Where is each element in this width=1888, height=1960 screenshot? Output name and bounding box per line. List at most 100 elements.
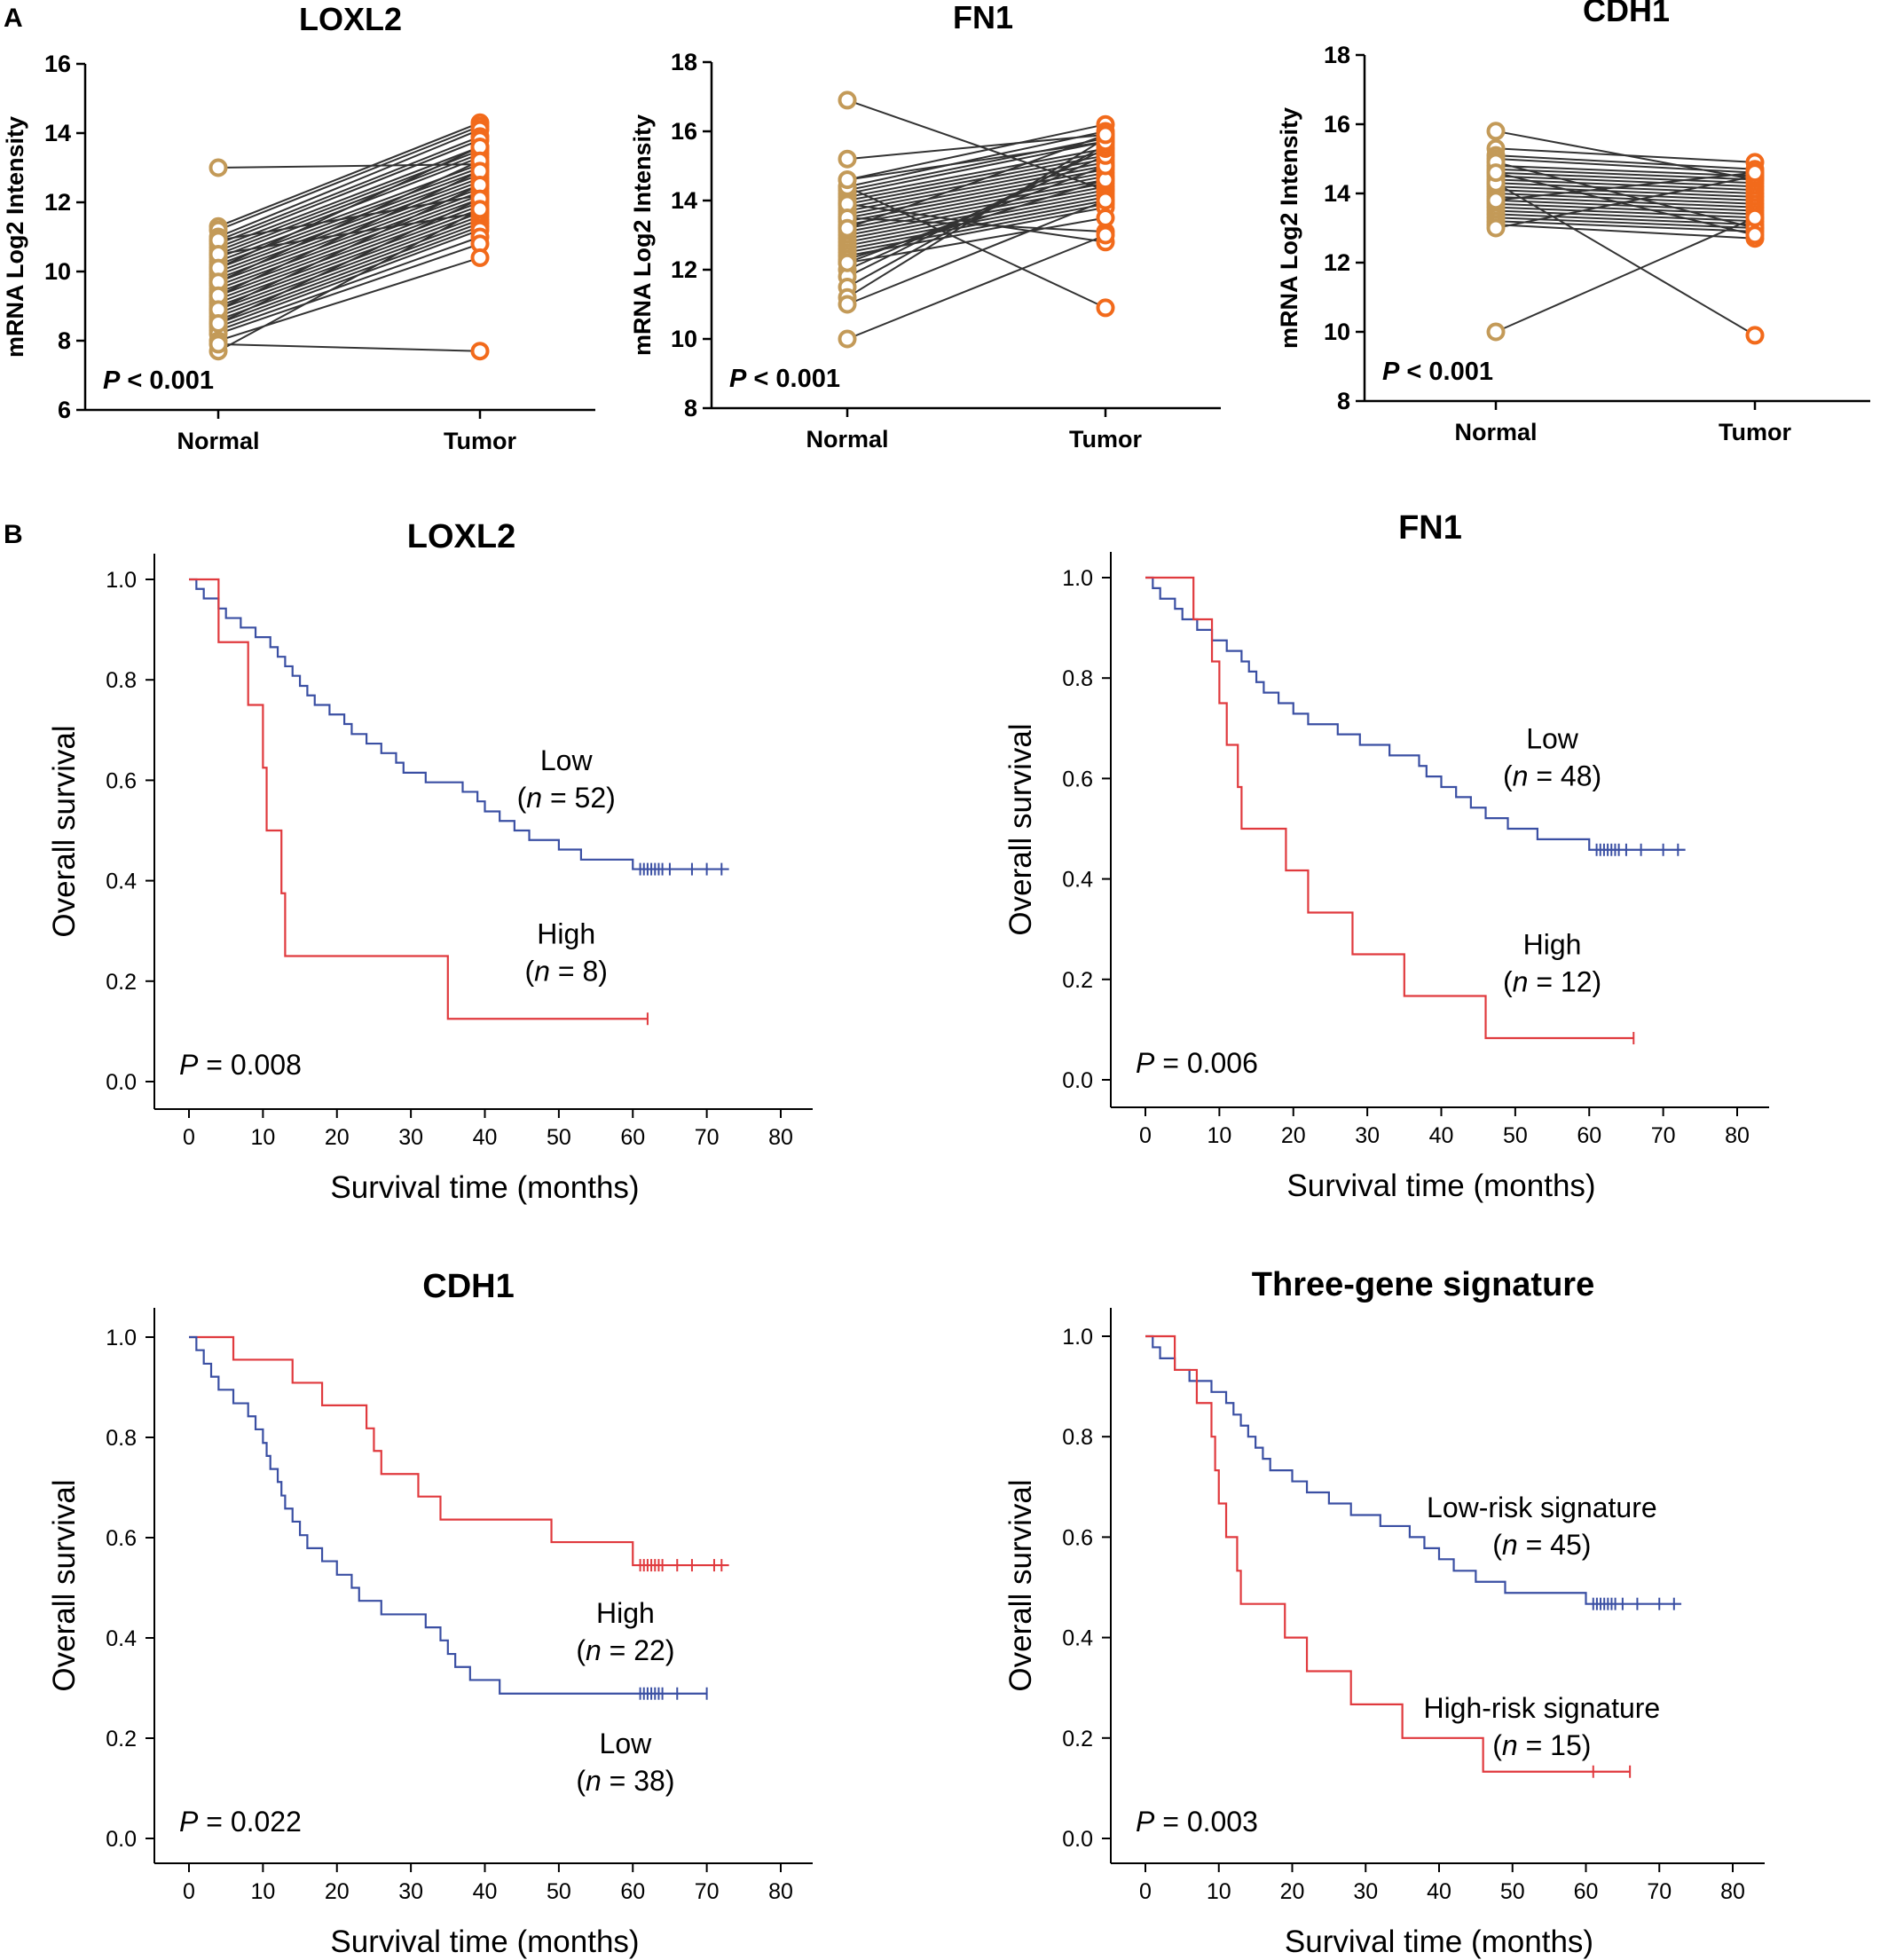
pair-line: [1495, 220, 1756, 232]
series-label: Low: [540, 744, 594, 776]
series-n-label: (n = 38): [576, 1765, 674, 1797]
km-chart-cdh1: 0.0 0.2 0.4 0.6 0.8 1.0 0 10 20 30 40 50 60 70 80 CDH1 S…: [47, 1268, 813, 1959]
pair-line: [846, 137, 1106, 192]
y-tick-label: 0.6: [1062, 767, 1093, 791]
y-axis-label: Overall survival: [1003, 1479, 1038, 1691]
series-label: Low: [1526, 722, 1579, 754]
x-tick-label: 0: [1139, 1123, 1152, 1148]
pair-line: [217, 169, 481, 297]
pair-line: [1495, 147, 1756, 163]
pair-line: [846, 234, 1106, 340]
x-tick-label: 60: [1574, 1879, 1599, 1904]
series-label: Low-risk signature: [1427, 1492, 1657, 1523]
y-tick-label: 14: [1324, 180, 1350, 207]
y-tick-label: 0.2: [106, 970, 137, 995]
tumor-point: [1096, 209, 1115, 227]
chart-title: FN1: [1398, 509, 1462, 547]
pair-line: [846, 130, 1106, 188]
chart-title: CDH1: [1583, 0, 1670, 28]
normal-point: [838, 170, 857, 190]
tumor-point: [470, 200, 490, 219]
y-tick-label: 0.8: [1062, 1425, 1093, 1450]
x-tick-label: 30: [398, 1879, 423, 1904]
x-tick-label: 30: [1355, 1123, 1380, 1148]
chart-title: FN1: [953, 0, 1013, 35]
x-tick-label: 70: [1647, 1879, 1672, 1904]
y-tick-label: 0.4: [1062, 868, 1093, 893]
tumor-point: [1745, 326, 1765, 345]
tumor-point: [470, 342, 490, 361]
pair-line: [217, 201, 481, 301]
y-tick-label: 0.0: [106, 1070, 137, 1095]
pair-line: [1495, 209, 1756, 223]
x-tick-label: 80: [1720, 1879, 1745, 1904]
x-tick-label: 30: [398, 1125, 423, 1150]
x-tick-label: 40: [473, 1879, 498, 1904]
p-value: P = 0.008: [179, 1049, 302, 1081]
x-tick-label: Normal: [806, 426, 888, 453]
pair-line: [846, 154, 1106, 205]
paired-chart-fn1: 8 10 12 14 16 18 Normal Tumor FN1 mRNA Log2 Inten…: [629, 0, 1221, 453]
y-tick-label: 16: [1324, 111, 1350, 138]
x-tick-label: 60: [620, 1879, 645, 1904]
y-tick-label: 16: [44, 51, 71, 77]
y-tick-label: 1.0: [106, 1326, 137, 1350]
y-axis-label: Overall survival: [47, 725, 82, 937]
x-tick-label: 0: [183, 1125, 195, 1150]
normal-point: [208, 158, 228, 177]
pair-line: [217, 191, 481, 290]
survival-curve: [189, 1335, 729, 1567]
series-n-label: (n = 12): [1503, 966, 1601, 998]
survival-series-high: High (n = 22): [189, 1335, 729, 1666]
y-tick-label: 12: [1324, 249, 1350, 276]
paired-chart-loxl2: 6 8 10 12 14 16 Normal Tumor LOXL2 mRNA Log2 Inte…: [2, 1, 595, 454]
pair-line: [217, 146, 481, 270]
survival-series-high-risk-signature: High-risk signature (n = 15): [1145, 1334, 1660, 1778]
series-n-label: (n = 52): [517, 782, 616, 814]
x-tick-label: Tumor: [1069, 426, 1142, 453]
pair-line: [217, 236, 481, 332]
y-tick-label: 14: [44, 120, 71, 146]
pair-line: [846, 185, 1106, 236]
y-tick-label: 0.0: [1062, 1827, 1093, 1852]
pair-line: [217, 342, 481, 352]
pair-line: [846, 202, 1106, 254]
pair-line: [1495, 182, 1756, 336]
p-value: P < 0.001: [729, 365, 840, 393]
pair-line: [846, 123, 1106, 181]
x-tick-label: 60: [1577, 1123, 1601, 1148]
y-tick-label: 8: [58, 327, 71, 354]
y-tick-label: 0.8: [106, 668, 137, 693]
chart-title: LOXL2: [407, 518, 515, 555]
y-tick-label: 0.4: [106, 870, 137, 894]
x-tick-label: 70: [1651, 1123, 1676, 1148]
km-chart-loxl2: 0.0 0.2 0.4 0.6 0.8 1.0 0 10 20 30 40 50 60 70 80 LOXL2…: [47, 518, 813, 1205]
tumor-point: [470, 248, 490, 267]
x-tick-label: 20: [325, 1879, 350, 1904]
pair-line: [1495, 199, 1756, 212]
normal-point: [838, 218, 857, 238]
y-tick-label: 0.2: [1062, 1727, 1093, 1751]
pair-line: [1495, 171, 1756, 201]
y-tick-label: 0.8: [106, 1426, 137, 1451]
pair-line: [846, 147, 1106, 199]
series-n-label: (n = 45): [1492, 1529, 1591, 1561]
pair-line: [1495, 175, 1756, 229]
y-tick-label: 12: [44, 189, 71, 216]
pair-line: [846, 196, 1106, 247]
pair-line: [1495, 154, 1756, 170]
series-n-label: (n = 48): [1503, 760, 1601, 791]
y-axis-label: mRNA Log2 Intensity: [2, 116, 28, 358]
survival-curve: [1145, 576, 1634, 1040]
paired-chart-cdh1: 8 10 12 14 16 18 Normal Tumor CDH1 mRNA Log2 Inte…: [1276, 0, 1870, 445]
pair-line: [846, 158, 1106, 209]
p-value: P = 0.022: [179, 1806, 302, 1838]
pair-line: [1495, 171, 1756, 236]
x-tick-label: 80: [768, 1879, 793, 1904]
series-n-label: (n = 15): [1492, 1729, 1591, 1761]
pair-line: [1495, 202, 1756, 216]
pair-line: [1495, 216, 1756, 333]
y-tick-label: 0.0: [1062, 1068, 1093, 1093]
